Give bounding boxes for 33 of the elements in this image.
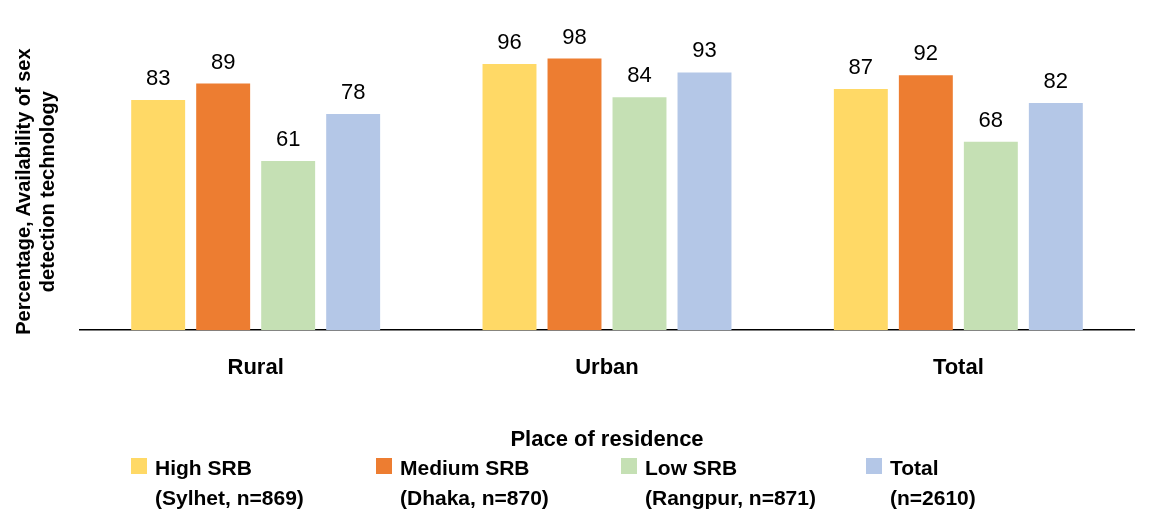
data-label: 98 [562, 23, 587, 49]
data-label: 89 [210, 48, 236, 74]
bar [1028, 102, 1083, 331]
bar [131, 100, 186, 331]
legend-label: High SRB (Sylhet, n=869) [155, 455, 304, 511]
legend-label: Total (n=2610) [890, 455, 976, 511]
legend-label: Medium SRB (Dhaka, n=870) [400, 455, 549, 511]
bar [482, 64, 537, 331]
bar [196, 83, 251, 331]
data-label: 84 [627, 62, 652, 88]
data-label: 82 [1043, 67, 1069, 93]
bar [963, 141, 1018, 331]
bar [833, 89, 888, 331]
data-label: 93 [692, 37, 717, 63]
y-axis-title: Percentage, Availability of sex detection technology [11, 48, 58, 335]
x-tick-label: Rural [227, 354, 284, 380]
data-label: 96 [497, 29, 522, 55]
legend-label: Low SRB (Rangpur, n=871) [645, 455, 816, 511]
bar [612, 97, 667, 331]
x-tick-label: Urban [575, 354, 639, 380]
data-label: 78 [340, 79, 366, 105]
data-label: 68 [978, 106, 1004, 132]
data-label: 92 [913, 40, 939, 66]
bar [898, 75, 953, 331]
x-axis-title: Place of residence [510, 425, 704, 451]
data-label: 87 [848, 54, 874, 80]
bar [261, 161, 316, 331]
bar [326, 113, 381, 331]
x-tick-label: Total [932, 354, 984, 380]
data-label: 83 [145, 65, 171, 91]
bar [677, 72, 732, 331]
bar [547, 58, 602, 331]
data-label: 61 [275, 126, 301, 152]
